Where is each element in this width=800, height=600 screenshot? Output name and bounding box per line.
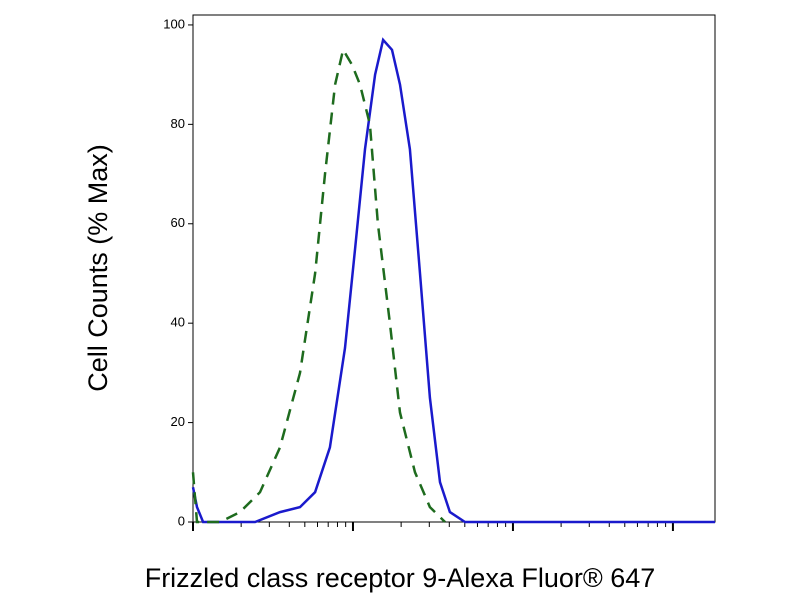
y-tick-label: 60 (171, 215, 185, 230)
y-tick-label: 80 (171, 116, 185, 131)
x-axis-label: Frizzled class receptor 9-Alexa Fluor® 6… (145, 563, 656, 593)
y-tick-label: 40 (171, 315, 185, 330)
y-tick-label: 100 (163, 16, 185, 31)
y-tick-label: 0 (178, 513, 185, 528)
histogram-line (191, 37, 715, 524)
plot-frame (192, 14, 716, 523)
y-axis-label: Cell Counts (% Max) (83, 144, 113, 392)
y-tick-label: 20 (171, 414, 185, 429)
histogram-line (191, 46, 446, 524)
